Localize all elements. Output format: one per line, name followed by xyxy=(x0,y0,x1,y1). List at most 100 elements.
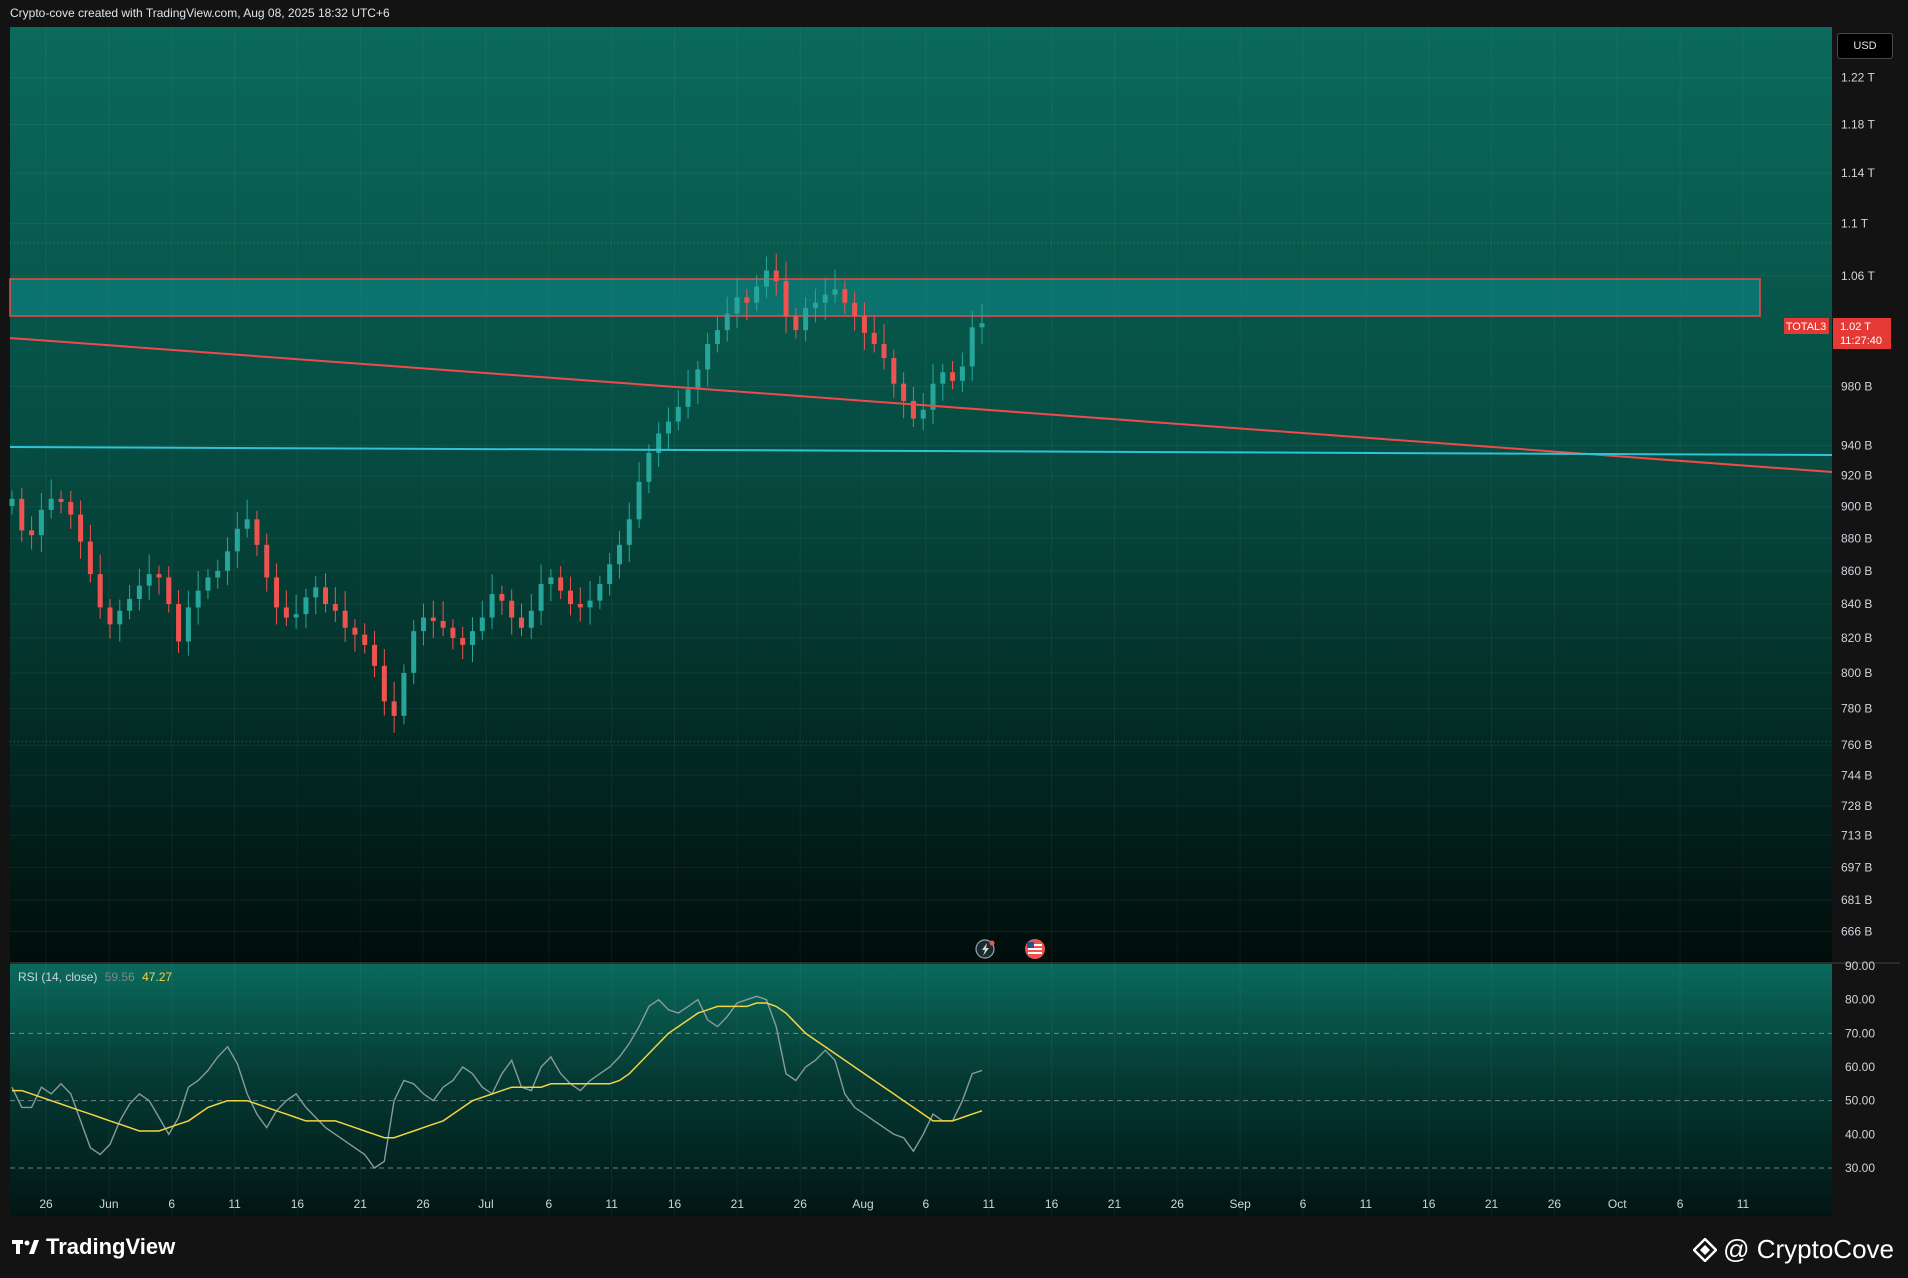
rsi-legend[interactable]: RSI (14, close) 59.56 47.27 xyxy=(18,970,172,984)
candle xyxy=(479,600,485,640)
candle xyxy=(460,626,466,660)
candle xyxy=(489,574,495,629)
tradingview-logo-icon xyxy=(12,1240,39,1254)
time-tick-label: Sep xyxy=(1229,1197,1251,1211)
symbol-tag: TOTAL3 xyxy=(1786,321,1827,333)
candle xyxy=(901,372,907,419)
candle xyxy=(979,303,985,345)
candle xyxy=(803,296,809,342)
main-pane-bg xyxy=(10,27,1832,962)
last-price-bg xyxy=(1833,318,1891,349)
rsi-tick-label: 40.00 xyxy=(1845,1127,1875,1141)
descending-trendline[interactable] xyxy=(9,337,1833,473)
candle xyxy=(910,386,916,428)
candle xyxy=(705,332,711,387)
time-tick-label: Jul xyxy=(478,1197,493,1211)
candle xyxy=(430,600,436,638)
time-tick-label: 11 xyxy=(983,1197,996,1211)
time-tick-label: 21 xyxy=(1108,1197,1122,1211)
candle xyxy=(332,587,338,623)
price-tick-label: 920 B xyxy=(1841,469,1872,483)
time-tick-label: 16 xyxy=(1045,1197,1059,1211)
price-tick-label: 940 B xyxy=(1841,438,1872,452)
candle xyxy=(773,253,779,296)
candle xyxy=(185,590,191,656)
price-tick-label: 1.22 T xyxy=(1841,71,1875,85)
footer-left[interactable]: TradingView xyxy=(12,1234,175,1260)
candle xyxy=(616,530,622,579)
lightning-event-icon[interactable] xyxy=(975,939,995,959)
candle xyxy=(136,568,142,611)
time-tick-label: 6 xyxy=(923,1197,930,1211)
chart-header: Crypto-cove created with TradingView.com… xyxy=(10,6,390,20)
candle xyxy=(372,630,378,678)
candle xyxy=(950,360,956,390)
candle xyxy=(450,619,456,650)
time-tick-label: 21 xyxy=(354,1197,368,1211)
price-tick-label: 681 B xyxy=(1841,893,1872,907)
time-tick-label: 11 xyxy=(228,1197,241,1211)
time-tick-label: 26 xyxy=(1548,1197,1562,1211)
price-tick-label: 1.14 T xyxy=(1841,166,1875,180)
candle xyxy=(303,588,309,629)
support-line[interactable] xyxy=(9,446,1833,456)
candle xyxy=(587,581,593,625)
rsi-tick-label: 90.00 xyxy=(1845,959,1875,973)
candle xyxy=(783,261,789,334)
time-tick-label: 26 xyxy=(794,1197,808,1211)
candle xyxy=(421,603,427,646)
candle xyxy=(714,316,720,353)
price-tick-label: 744 B xyxy=(1841,768,1872,782)
candle xyxy=(744,288,750,320)
candle xyxy=(401,664,407,725)
time-tick-label: 11 xyxy=(1360,1197,1373,1211)
tradingview-brand: TradingView xyxy=(46,1234,176,1259)
time-tick-label: 11 xyxy=(605,1197,618,1211)
cryptocove-brand: @ CryptoCove xyxy=(1723,1234,1894,1264)
candle xyxy=(675,390,681,431)
time-tick-label: 11 xyxy=(1737,1197,1750,1211)
candle xyxy=(87,524,93,583)
symbol-tag-bg xyxy=(1784,318,1829,334)
candle xyxy=(313,576,319,615)
time-tick-label: 16 xyxy=(1422,1197,1436,1211)
candle xyxy=(499,585,505,615)
countdown-label: 11:27:40 xyxy=(1840,335,1882,347)
time-tick-label: 6 xyxy=(1677,1197,1684,1211)
candle xyxy=(636,462,642,528)
candle xyxy=(969,310,975,381)
candle xyxy=(470,617,476,662)
candle xyxy=(607,553,613,596)
candle xyxy=(793,307,799,339)
price-tick-label: 666 B xyxy=(1841,925,1872,939)
candle xyxy=(548,568,554,602)
rsi-tick-label: 80.00 xyxy=(1845,993,1875,1007)
candle xyxy=(195,571,201,625)
binance-logo-icon xyxy=(1693,1237,1718,1262)
candle xyxy=(411,619,417,685)
price-tick-label: 780 B xyxy=(1841,702,1872,716)
candle xyxy=(19,487,25,542)
price-tick-label: 860 B xyxy=(1841,564,1872,578)
time-tick-label: Aug xyxy=(852,1197,873,1211)
rsi-ma-line xyxy=(12,1002,983,1139)
time-tick-label: 26 xyxy=(39,1197,53,1211)
currency-badge[interactable]: USD xyxy=(1837,33,1893,59)
price-tick-label: 1.18 T xyxy=(1841,118,1875,132)
candle xyxy=(205,568,211,600)
candle xyxy=(293,594,299,629)
price-tick-label: 760 B xyxy=(1841,738,1872,752)
us-flag-event-icon[interactable] xyxy=(1025,939,1045,959)
rsi-tick-label: 60.00 xyxy=(1845,1060,1875,1074)
time-tick-label: 26 xyxy=(416,1197,430,1211)
time-tick-label: 26 xyxy=(1171,1197,1185,1211)
candle xyxy=(156,565,162,595)
candle xyxy=(146,554,152,600)
candle xyxy=(509,589,515,635)
candle xyxy=(352,619,358,652)
candle xyxy=(656,422,662,468)
footer-right: @ CryptoCove xyxy=(1693,1234,1894,1265)
time-tick-label: 21 xyxy=(731,1197,745,1211)
resistance-zone[interactable] xyxy=(9,278,1761,317)
